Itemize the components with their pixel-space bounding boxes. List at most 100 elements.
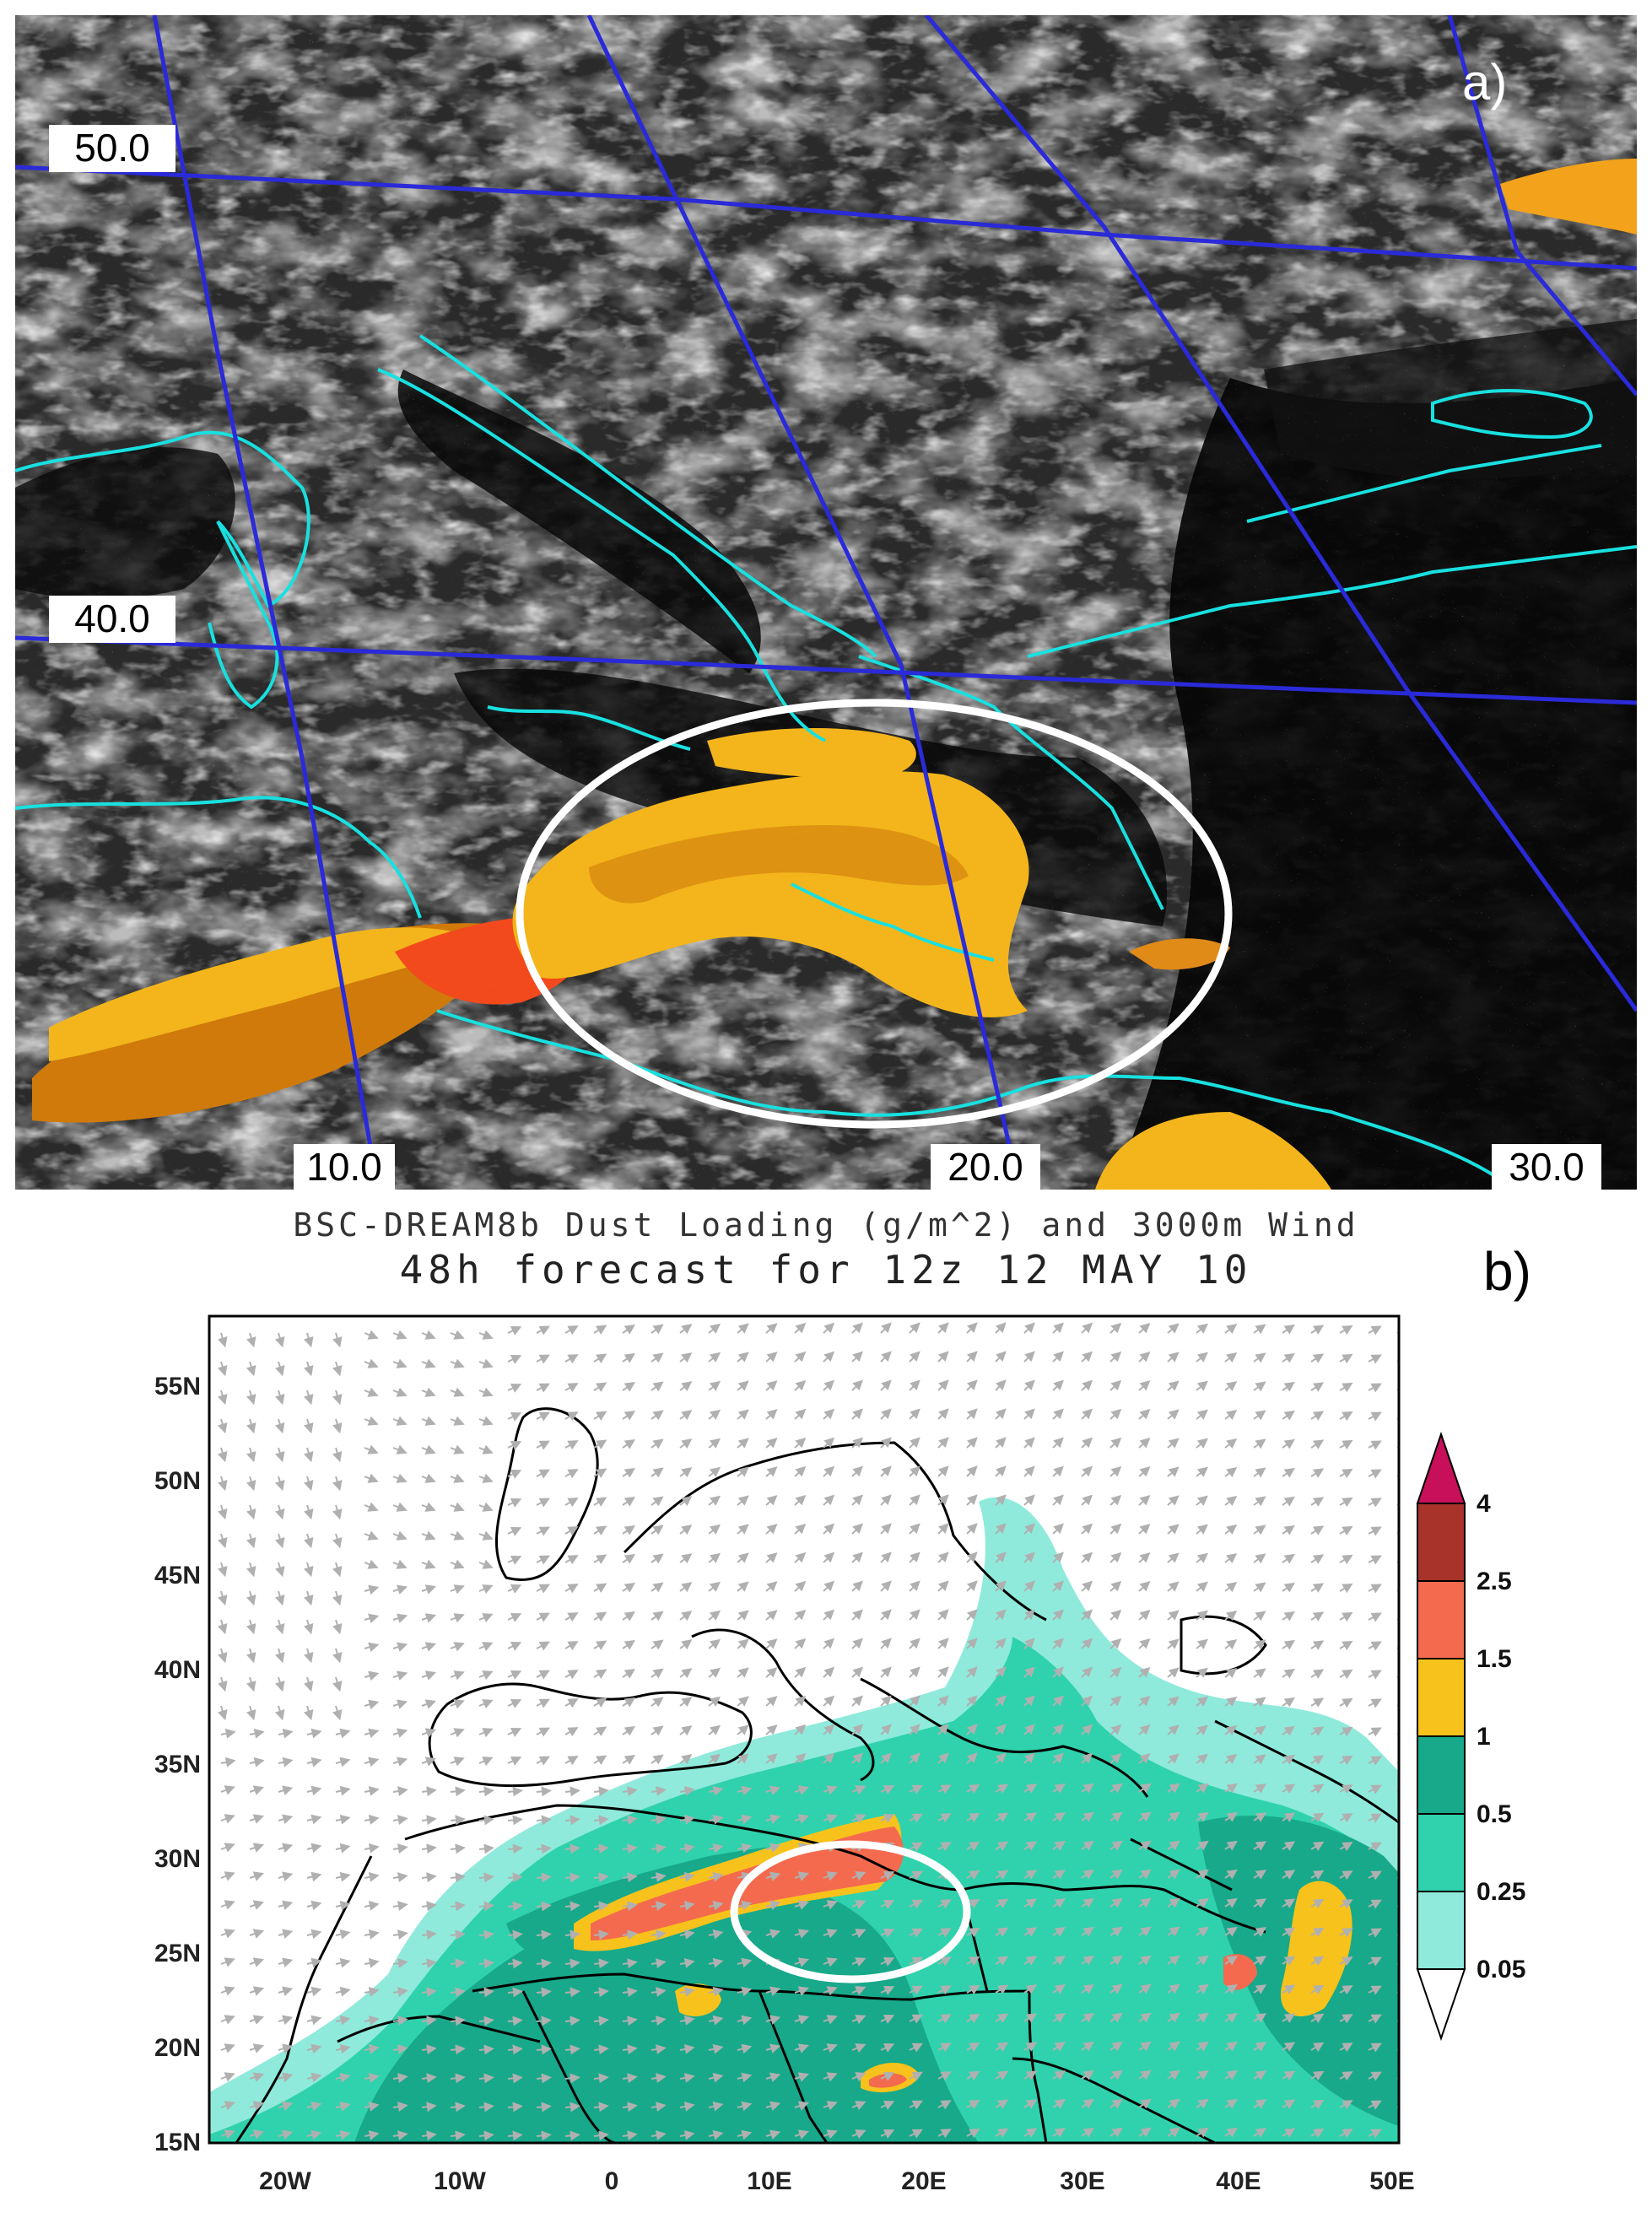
wind-arrow: [1052, 1609, 1064, 1621]
wind-arrow: [937, 1379, 949, 1391]
wind-arrow: [478, 1670, 494, 1681]
wind-arrow: [217, 1590, 228, 1606]
wind-arrow: [794, 1437, 807, 1449]
wind-arrow: [421, 1613, 436, 1623]
wind-arrow: [765, 1724, 778, 1735]
wind-arrow: [1023, 2042, 1038, 2052]
wind-arrow: [593, 1901, 609, 1912]
wind-arrow: [564, 1354, 579, 1364]
dust-highlight-ellipse: [516, 699, 1233, 1129]
forecast-title: BSC-DREAM8b Dust Loading (g/m^2) and 300…: [0, 1206, 1652, 1292]
wind-arrow: [794, 1752, 807, 1764]
wind-arrow: [1196, 1869, 1209, 1880]
wind-arrow: [564, 1498, 579, 1508]
wind-arrow: [966, 1609, 978, 1621]
wind-arrow: [708, 1843, 724, 1854]
wind-arrow: [651, 1815, 667, 1825]
wind-arrow: [909, 1465, 920, 1477]
wind-arrow: [217, 1676, 228, 1692]
wind-arrow: [851, 1785, 866, 1795]
wind-arrow: [851, 1523, 863, 1535]
svg-text:10.0: 10.0: [306, 1145, 382, 1189]
wind-arrow: [851, 1638, 863, 1649]
wind-arrow: [421, 1901, 437, 1912]
wind-arrow: [1052, 1955, 1066, 1966]
wind-arrow: [679, 1900, 695, 1911]
wind-arrow: [651, 1725, 664, 1736]
wind-arrow: [737, 1581, 749, 1592]
wind-arrow: [622, 2016, 638, 2026]
wind-arrow: [909, 1351, 920, 1363]
wind-arrow: [1196, 2041, 1209, 2052]
wind-arrow: [995, 1927, 1009, 1937]
wind-arrow: [851, 1666, 863, 1678]
wind-arrow: [737, 1466, 749, 1477]
wind-arrow: [1282, 1611, 1295, 1622]
wind-arrow: [966, 2070, 980, 2081]
wind-arrow: [1368, 1698, 1382, 1708]
wind-arrow: [651, 1929, 667, 1940]
wind-arrow: [478, 1987, 494, 1998]
wind-arrow: [1368, 1756, 1382, 1766]
wind-arrow: [421, 1502, 436, 1512]
wind-arrow: [1310, 1640, 1325, 1650]
wind-arrow: [1167, 1524, 1180, 1535]
wind-arrow: [737, 1552, 749, 1563]
wind-arrow: [1196, 1466, 1208, 1477]
wind-arrow: [1081, 1494, 1093, 1506]
wind-arrow: [1109, 1351, 1122, 1363]
wind-arrow: [880, 1638, 892, 1649]
wind-arrow: [1368, 1411, 1382, 1422]
wind-arrow: [1167, 1783, 1180, 1794]
wind-arrow: [622, 1497, 635, 1507]
wind-arrow: [622, 1843, 638, 1854]
wind-arrow: [1253, 1754, 1266, 1765]
wind-arrow: [966, 1695, 978, 1707]
colorbar-band-1-5: [1417, 1658, 1466, 1737]
wind-arrow: [1196, 1438, 1208, 1449]
wind-arrow: [708, 1495, 721, 1506]
wind-arrow: [536, 1756, 550, 1766]
wind-arrow: [851, 2043, 866, 2053]
wind-arrow: [1109, 1666, 1122, 1678]
wind-arrow: [1023, 1638, 1035, 1649]
wind-arrow: [421, 1387, 436, 1397]
wind-arrow: [1196, 1926, 1209, 1937]
wind-arrow: [1052, 1580, 1064, 1592]
wind-arrow: [1081, 1638, 1093, 1649]
wind-arrow: [246, 1332, 256, 1348]
colorbar-band-4: [1417, 1503, 1466, 1582]
wind-arrow: [679, 1381, 693, 1392]
wind-arrow: [450, 1387, 465, 1397]
wind-arrow: [246, 1705, 256, 1721]
wind-arrow: [306, 1757, 322, 1767]
wind-arrow: [274, 1619, 285, 1635]
wind-arrow: [306, 1957, 322, 1968]
wind-arrow: [1052, 1638, 1064, 1649]
wind-arrow: [507, 1498, 522, 1508]
wind-arrow: [1282, 1639, 1295, 1650]
wind-arrow: [1167, 2041, 1180, 2052]
wind-arrow: [765, 1871, 781, 1882]
wind-arrow: [1368, 1870, 1382, 1881]
wind-arrow: [335, 1986, 351, 1997]
wind-arrow: [823, 2015, 838, 2025]
wind-arrow: [1167, 1840, 1180, 1851]
wind-arrow: [220, 1757, 236, 1767]
lat-label-50: 50.0: [49, 125, 175, 172]
wind-arrow: [593, 1958, 609, 1969]
wind-arrow: [1138, 1323, 1151, 1334]
wind-arrow: [737, 1696, 749, 1707]
wind-arrow: [1052, 1379, 1064, 1391]
wind-arrow: [335, 1900, 351, 1911]
wind-arrow: [1138, 1667, 1151, 1678]
wind-arrow: [1224, 1725, 1238, 1736]
wind-arrow: [217, 1476, 228, 1492]
wind-arrow: [303, 1676, 314, 1692]
wind-arrow: [392, 1584, 408, 1595]
wind-arrow: [1052, 1523, 1064, 1535]
wind-arrow: [679, 1957, 695, 1968]
wind-arrow: [306, 2015, 322, 2026]
wind-arrow: [823, 1322, 835, 1334]
wind-arrow: [450, 1670, 465, 1681]
